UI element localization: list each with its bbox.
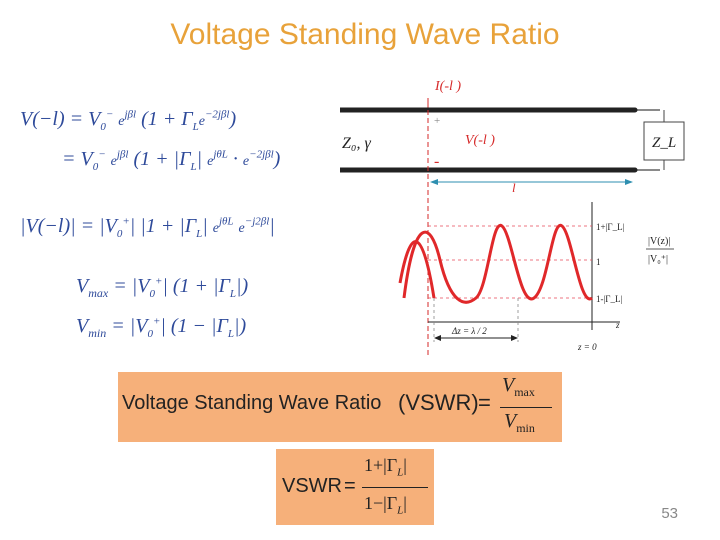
vswr-definition-text: Voltage Standing Wave Ratio xyxy=(122,392,382,414)
vswr-def-fraction-bar xyxy=(500,407,552,408)
terminal-bottom xyxy=(632,167,638,173)
load-box xyxy=(643,121,685,161)
standing-wave-curve-main xyxy=(402,224,593,304)
vswr-def-numerator: Vmax xyxy=(502,374,535,399)
vswr-formula-lhs: VSWR xyxy=(282,475,342,497)
ratio-numerator: |V(z)| xyxy=(648,236,670,247)
current-label: I(-l ) xyxy=(434,79,461,94)
origin-label: z = 0 xyxy=(577,342,597,352)
length-arrow-left xyxy=(430,179,438,185)
length-arrow-right xyxy=(625,179,633,185)
transmission-line-diagram: I(-l ) Z_L + - V(-l ) Z₀, γ l 1+|Γ_L xyxy=(340,79,685,358)
spacing-arrow-left xyxy=(434,335,441,341)
vswr-formula-numerator: 1+|ΓL| xyxy=(364,455,407,479)
equation-line-2: = V0− ejβl (1 + |ΓL| ejθL · e−2jβl) xyxy=(62,148,281,173)
spacing-label: Δz = λ / 2 xyxy=(451,326,487,336)
vswr-formula-equals: = xyxy=(344,475,356,497)
ratio-denominator: |V₀⁺| xyxy=(648,254,668,265)
vswr-def-denominator: Vmin xyxy=(504,410,535,435)
vswr-formula-box: VSWR = 1+|ΓL| 1−|ΓL| xyxy=(276,449,434,525)
slide-number: 53 xyxy=(661,505,678,522)
load-label: Z_L xyxy=(652,135,676,151)
equation-line-1: V(−l) = V0− ejβl (1 + ΓLe−2jβl) xyxy=(20,108,237,133)
line-params: Z₀, γ xyxy=(342,135,371,152)
level-bot-label: 1-|Γ_L| xyxy=(596,294,622,304)
equation-vmin: Vmin = |V0+| (1 − |ΓL|) xyxy=(76,315,247,340)
terminal-top xyxy=(632,107,638,113)
minus-sign: - xyxy=(434,153,439,170)
vswr-definition-box: Voltage Standing Wave Ratio (VSWR) = Vma… xyxy=(118,372,562,442)
equation-vmax: Vmax = |V0+| (1 + |ΓL|) xyxy=(76,275,249,300)
level-top-label: 1+|Γ_L| xyxy=(596,222,625,232)
vswr-abbr: (VSWR) xyxy=(398,390,479,415)
standing-wave-plot: 1+|Γ_L| 1 1-|Γ_L| |V(z)| |V₀⁺| Δz = λ / … xyxy=(398,202,674,352)
length-label: l xyxy=(512,180,516,195)
plus-sign: + xyxy=(434,115,440,127)
vswr-formula-fraction-bar xyxy=(362,487,428,488)
spacing-arrow-right xyxy=(511,335,518,341)
slide-title: Voltage Standing Wave Ratio xyxy=(170,18,560,51)
vswr-equals: = xyxy=(478,390,491,415)
z-axis-label: z xyxy=(615,320,620,330)
equation-line-3: |V(−l)| = |V0+| |1 + |ΓL| ejθL e−j2βl| xyxy=(20,215,275,240)
level-mid-label: 1 xyxy=(596,257,601,267)
voltage-label: V(-l ) xyxy=(465,133,495,148)
vswr-formula-denominator: 1−|ΓL| xyxy=(364,493,407,517)
